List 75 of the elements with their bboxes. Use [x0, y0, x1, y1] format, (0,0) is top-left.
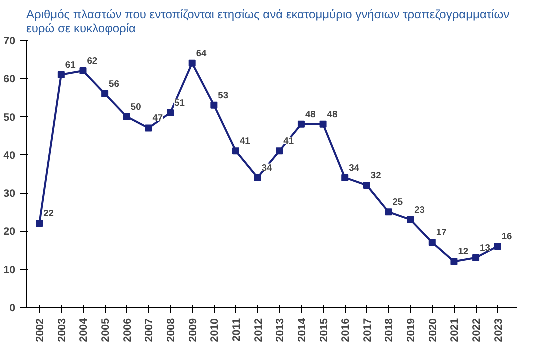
- x-tick-label: 2017: [362, 318, 374, 342]
- x-tick-label: 2016: [340, 318, 352, 342]
- x-tick-label: 2009: [187, 318, 200, 342]
- x-tick-label: 2015: [318, 318, 330, 342]
- data-label: 23: [414, 204, 425, 215]
- point: [276, 148, 284, 155]
- point: [298, 120, 305, 128]
- x-tick-label: 2011: [230, 318, 243, 342]
- data-label: 48: [327, 109, 338, 120]
- point: [428, 239, 436, 246]
- y-tick-label: 60: [4, 74, 16, 86]
- point: [102, 90, 109, 98]
- x-tick-label: 2006: [122, 318, 134, 342]
- data-label: 16: [502, 231, 512, 242]
- point: [58, 71, 65, 78]
- point: [342, 174, 349, 182]
- x-tick-label: 2008: [166, 318, 178, 342]
- point: [210, 102, 218, 109]
- point: [36, 220, 44, 228]
- data-label: 61: [65, 60, 76, 70]
- x-tick-label: 2004: [78, 318, 90, 342]
- x-tick-label: 2020: [427, 318, 440, 342]
- data-label: 53: [218, 90, 229, 100]
- x-tick-label: 2010: [209, 318, 222, 342]
- data-label: 48: [305, 109, 316, 120]
- y-tick-label: 0: [10, 302, 16, 314]
- data-label: 22: [44, 208, 54, 219]
- point: [167, 109, 174, 116]
- y-tick-label: 30: [4, 188, 16, 200]
- point: [320, 120, 327, 128]
- data-label: 34: [349, 162, 360, 173]
- data-label: 64: [196, 48, 208, 58]
- point: [145, 124, 152, 132]
- data-label: 25: [392, 197, 404, 208]
- data-label: 12: [458, 246, 469, 257]
- point: [123, 113, 130, 120]
- x-tick-label: 2021: [449, 318, 462, 342]
- point: [385, 208, 392, 216]
- x-tick-label: 2022: [471, 318, 484, 342]
- point: [450, 258, 458, 266]
- x-tick-label: 2023: [492, 318, 505, 342]
- x-tick-label: 2002: [34, 318, 47, 342]
- data-label: 47: [152, 113, 164, 124]
- data-label: 13: [480, 242, 490, 253]
- data-label: 32: [370, 170, 382, 180]
- x-tick-label: 2005: [100, 318, 112, 342]
- x-tick-label: 2014: [296, 318, 308, 342]
- point: [472, 254, 480, 262]
- data-label: 34: [262, 162, 274, 173]
- x-tick-label: 2003: [56, 318, 68, 342]
- y-tick-label: 50: [4, 112, 16, 124]
- data-label: 17: [436, 228, 447, 238]
- data-label: 41: [284, 136, 294, 146]
- point: [254, 174, 262, 182]
- point: [232, 148, 240, 155]
- x-tick-label: 2018: [384, 318, 396, 342]
- x-tick-label: 2012: [252, 318, 265, 342]
- x-tick-label: 2007: [144, 318, 156, 342]
- data-label: 50: [130, 102, 142, 112]
- point: [494, 242, 502, 250]
- x-tick-label: 2019: [406, 318, 418, 342]
- point: [188, 60, 196, 67]
- data-label: 41: [240, 136, 250, 146]
- point: [80, 68, 87, 75]
- y-tick-label: 40: [4, 150, 16, 162]
- data-label: 56: [109, 78, 120, 89]
- chart-title: Αριθμός πλαστών που εντοπίζονται ετησίως ανά εκατομμύριο γνήσιων τραπεζογραμματίων ευρώ σε κυκλοφορία: [26, 8, 510, 36]
- point: [363, 182, 370, 189]
- data-label: 51: [174, 98, 185, 108]
- y-tick-label: 20: [4, 226, 16, 238]
- data-label: 62: [87, 56, 98, 66]
- point: [407, 216, 414, 224]
- y-tick-label: 10: [4, 264, 16, 276]
- x-tick-label: 2013: [274, 318, 287, 342]
- y-tick-label: 70: [4, 36, 16, 48]
